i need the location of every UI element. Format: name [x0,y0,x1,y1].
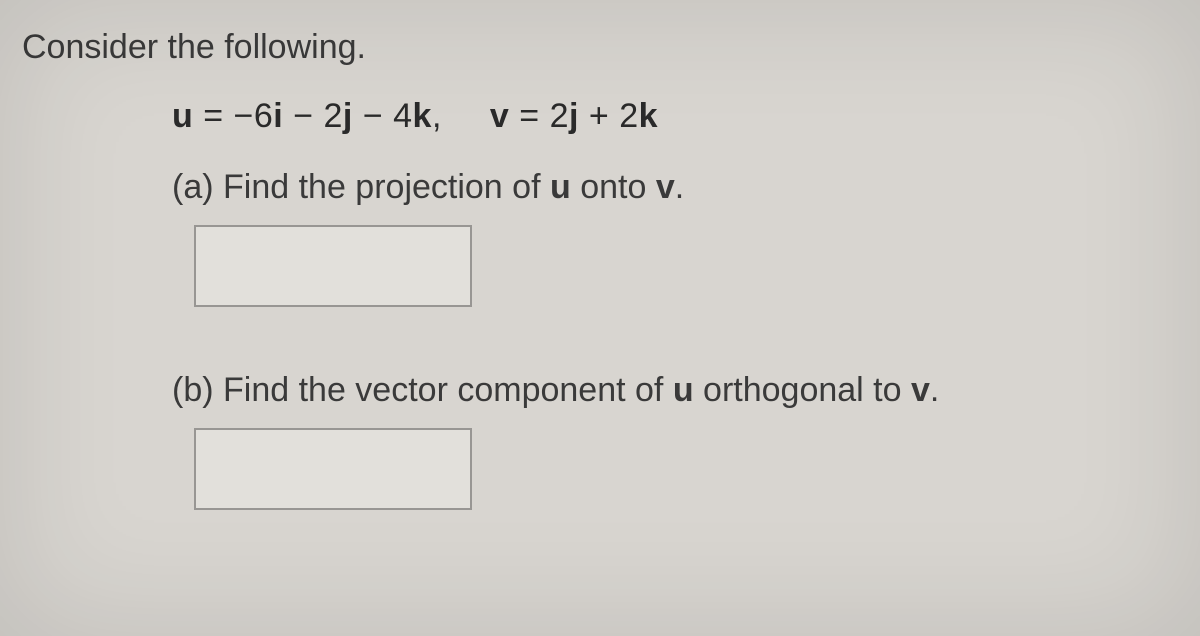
v-expression: 2j + 2k [550,97,658,135]
part-b-text: (b) Find the vector component of u ortho… [172,371,1178,410]
var-u: u [172,97,193,135]
part-b-post: . [930,371,939,409]
u-expression: −6i − 2j − 4k, [234,97,442,135]
part-a-v: v [656,168,675,206]
eq-sign-v: = [509,97,549,135]
part-b-mid: orthogonal to [694,371,911,409]
part-a: (a) Find the projection of u onto v. [172,168,1178,307]
part-a-pre: Find the projection of [223,168,550,206]
prompt-text: Consider the following. [22,28,1178,67]
var-v: v [490,97,509,135]
part-b-v: v [911,371,930,409]
part-a-label: (a) [172,168,223,206]
part-a-post: . [675,168,684,206]
part-b-label: (b) [172,371,223,409]
part-a-u: u [550,168,571,206]
given-equations: u = −6i − 2j − 4k, v = 2j + 2k [172,97,1178,136]
answer-input-a[interactable] [194,225,472,307]
part-b-u: u [673,371,694,409]
problem-container: Consider the following. u = −6i − 2j − 4… [0,0,1200,510]
part-a-text: (a) Find the projection of u onto v. [172,168,1178,207]
part-a-mid: onto [571,168,656,206]
part-b: (b) Find the vector component of u ortho… [172,371,1178,510]
eq-sign-u: = [193,97,233,135]
answer-input-b[interactable] [194,428,472,510]
part-b-pre: Find the vector component of [223,371,673,409]
